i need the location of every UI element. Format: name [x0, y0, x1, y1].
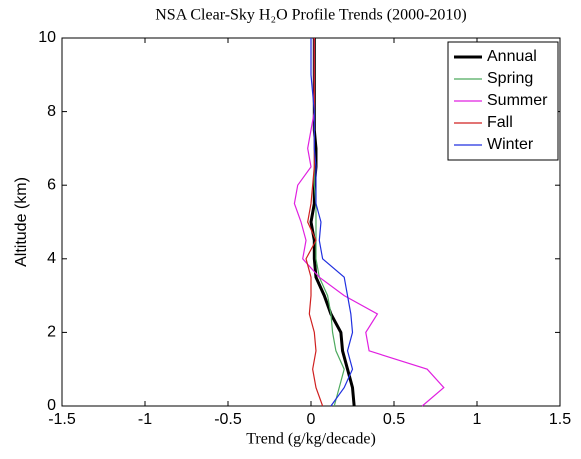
chart-title: NSA Clear-Sky H₂O Profile Trends (2000-2… [155, 7, 466, 24]
y-axis-label: Altitude (km) [13, 177, 30, 267]
profile-line [305, 38, 324, 407]
legend-label: Annual [487, 48, 537, 65]
legend-label: Spring [487, 70, 533, 87]
x-tick-label: 0 [307, 411, 316, 428]
x-tick-label: -1.5 [48, 411, 76, 428]
profile-line [313, 38, 345, 407]
x-tick-label: -1 [138, 411, 152, 428]
x-tick-label: 0.5 [383, 411, 405, 428]
x-tick-label: 1.5 [549, 411, 571, 428]
y-tick-label: 6 [47, 176, 56, 193]
profile-line [293, 38, 445, 407]
y-tick-label: 4 [47, 250, 56, 267]
legend-label: Winter [487, 136, 534, 153]
profile-line [310, 38, 354, 407]
y-tick-label: 0 [47, 397, 56, 414]
x-tick-label: 1 [473, 411, 482, 428]
y-tick-label: 10 [38, 29, 56, 46]
legend-label: Fall [487, 114, 513, 131]
x-axis-label: Trend (g/kg/decade) [246, 431, 376, 448]
x-tick-label: -0.5 [214, 411, 242, 428]
y-tick-label: 2 [47, 324, 56, 341]
y-tick-label: 8 [47, 103, 56, 120]
legend-label: Summer [487, 92, 548, 109]
